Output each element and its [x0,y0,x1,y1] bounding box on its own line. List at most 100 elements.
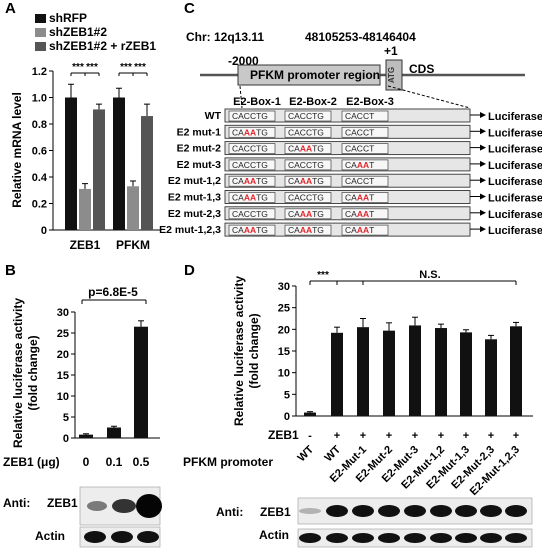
panel-c-seq-part: CA [232,225,244,235]
panel-c-seq-mutation: AA [300,176,312,186]
panel-d-bar [383,330,395,416]
panel-c-ebox [228,224,276,236]
panel-c-seq-part: CACCTG [232,144,268,154]
panel-b-blot-zeb1-lane-band [87,501,107,511]
panel-c-ebox-seq: CAAAT [345,209,374,219]
panel-d-bar [304,412,316,416]
panel-c-ebox-seq: CAAAT [345,225,374,235]
panel-b-blot-zeb1: ZEB1 [47,496,78,510]
panel-c-seq-part: TG [312,176,324,186]
panel-c-construct-label: E2 mut-1,3 [168,192,221,204]
panel-d-y-label-1: Relative luciferase activity [232,276,246,426]
panel-c-luciferase-label: Luciferase [488,209,542,221]
panel-c-ebox-seq: CAAATG [232,127,268,137]
panel-b-blot-actin-lane-band [137,531,159,543]
panel-c-construct-label: E2 mut-2,3 [168,208,221,220]
panel-d-blot-actin-lane-band [455,533,477,543]
panel-c-seq-part: CA [288,209,300,219]
panel-c-ebox [284,159,332,171]
panel-a-letter: A [5,0,16,17]
panel-b-y-tick-label: 30 [57,307,69,319]
panel-c-arrow-head [480,160,486,167]
panel-c-seq-mutation: AA [244,127,256,137]
panel-d-bar [460,332,472,416]
panel-c-seq-part: CA [288,176,300,186]
panel-d-blot-zeb1-lane-band [505,505,527,517]
panel-c-seq-part: T [369,225,374,235]
panel-d-blot-zeb1-lane-band [480,505,502,517]
panel-c-ebox [228,208,276,220]
panel-d-x-tick-label: WT [296,443,317,464]
panel-d-zeb1-sign: + [463,430,469,442]
panel-d-blot-zeb1-lane-band [352,505,374,517]
panel-d-bar [510,326,522,416]
panel-c-atg-box [385,59,403,91]
panel-c-seq-part: T [369,193,374,203]
panel-c-luciferase-label: Luciferase [488,127,542,139]
panel-c-ebox [228,110,276,122]
panel-c-ebox-seq: CACCTG [232,209,268,219]
panel-b-x-label: ZEB1 (μg) [3,455,60,469]
panel-d-blot-actin: Actin [259,528,289,542]
panel-c-seq-mutation: AA [300,209,312,219]
panel-d-blot-zeb1-lane-band [299,508,321,514]
panel-d-zeb1-sign: + [360,430,366,442]
panel-c-ebox [341,175,389,187]
panel-c-seq-part: CA [345,225,357,235]
panel-c-construct-label: E2 mut-1,2,3 [159,224,221,236]
panel-c-arrow-head [480,177,486,184]
panel-c-ebox [341,143,389,154]
panel-c-region-label: PFKM promoter region [250,68,380,82]
panel-c-ebox-seq: CAAATG [232,193,268,203]
panel-c-ebox [284,175,332,187]
panel-c-luciferase-label: Luciferase [488,176,542,188]
panel-c-coords: 48105253-48146404 [305,30,416,44]
panel-c-letter: C [184,0,195,17]
panel-d-zeb1-sign: + [438,430,444,442]
panel-a-sig-stars: *** [86,62,98,73]
panel-a-bar [127,186,139,230]
panel-b-y-tick-label: 10 [57,391,69,403]
panel-a-x-tick-label: PFKM [116,238,150,252]
panel-c-seq-part: CACCT [345,144,374,154]
panel-b-blot-actin: Actin [35,529,65,543]
panel-c-construct-label: E2 mut-1,2 [168,175,221,187]
panel-a-sig-stars: *** [120,62,132,73]
panel-c-ebox [341,126,389,138]
panel-c-ebox-seq: CACCTG [288,160,324,170]
panel-c-ebox [228,126,276,138]
panel-d-zeb1-sign: + [488,430,494,442]
panel-d-y-tick-label: 0 [284,411,290,423]
panel-c-ebox-seq: CACCTG [232,160,268,170]
panel-a-y-tick-label: 1.0 [32,93,47,105]
panel-d-blot-actin-lane-band [378,533,400,543]
panel-d-blot-actin-lane-band [326,533,348,543]
panel-c-seq-mutation: AA [244,193,256,203]
panel-c-seq-part: CACCTG [288,193,324,203]
panel-c-ebox [228,175,276,187]
panel-c-construct-label: WT [205,110,222,122]
panel-c-ebox-seq: CAAATG [232,225,268,235]
panel-c-seq-part: CA [232,193,244,203]
panel-b-blot-actin-lane-band [111,531,133,543]
panel-a-y-label: Relative mRNA level [10,92,24,208]
panel-c-ebox [341,208,389,220]
panel-d-y-label-2: (fold change) [247,313,261,388]
panel-c-ebox [284,110,332,122]
panel-d-zeb1-sign: + [513,430,519,442]
panel-a-sig-stars: *** [72,62,84,73]
panel-c-seq-part: T [369,160,374,170]
panel-c-arrow-head [480,193,486,200]
panel-c-luciferase-label: Luciferase [488,160,542,172]
panel-c-box-header: E2-Box-1 [233,96,281,108]
panel-c-seq-part: T [369,209,374,219]
panel-c-ebox-seq: CACCT [345,144,374,154]
panel-c-ebox-seq: CACCT [345,111,374,121]
panel-c-seq-part: TG [312,225,324,235]
panel-b-bar [107,427,121,438]
panel-a-legend-label: shRFP [49,11,87,25]
panel-c-seq-part: CA [345,160,357,170]
panel-a-legend-swatch [35,28,46,37]
